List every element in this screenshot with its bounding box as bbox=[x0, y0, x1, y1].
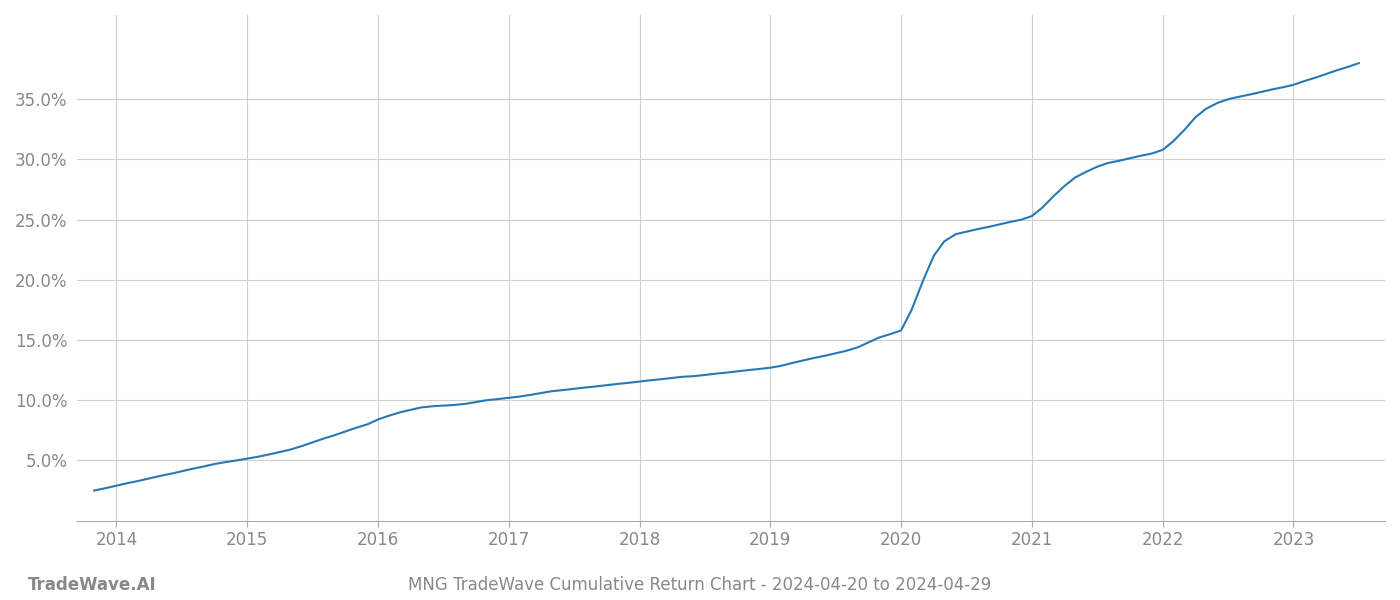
Text: TradeWave.AI: TradeWave.AI bbox=[28, 576, 157, 594]
Text: MNG TradeWave Cumulative Return Chart - 2024-04-20 to 2024-04-29: MNG TradeWave Cumulative Return Chart - … bbox=[409, 576, 991, 594]
